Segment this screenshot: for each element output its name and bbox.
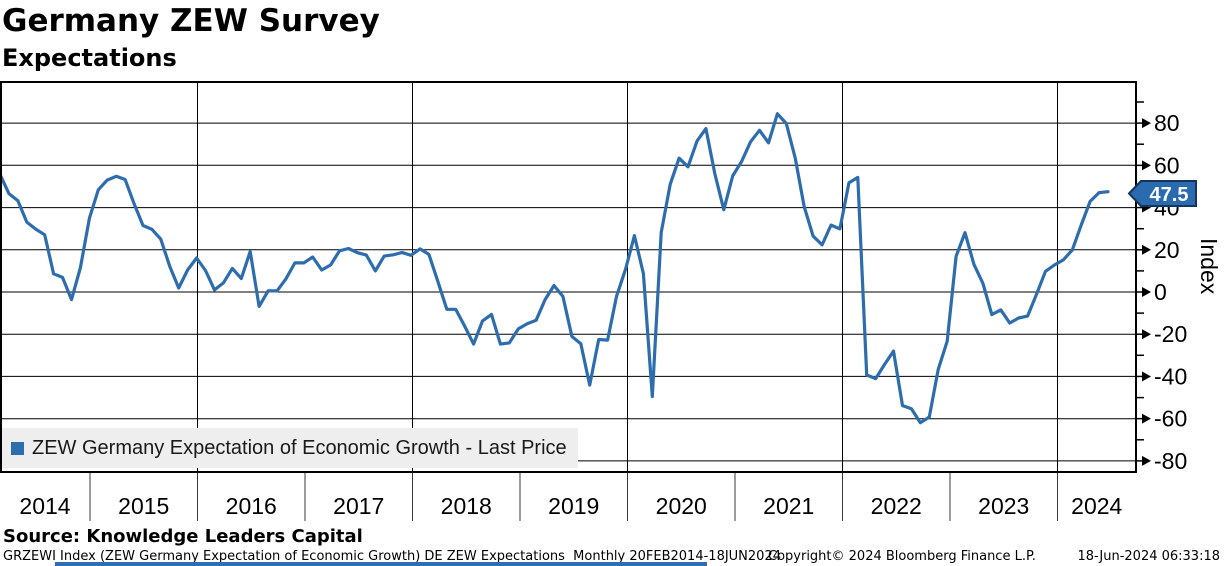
y-tick-label: -20 bbox=[1154, 321, 1187, 347]
x-year-label: 2023 bbox=[978, 493, 1029, 519]
page-title: Germany ZEW Survey bbox=[2, 3, 380, 39]
selection-highlight-bar bbox=[55, 562, 707, 566]
page-subtitle: Expectations bbox=[2, 44, 177, 72]
source-label: Source: Knowledge Leaders Capital bbox=[3, 526, 363, 547]
x-year-label: 2018 bbox=[441, 493, 492, 519]
x-year-label: 2015 bbox=[118, 493, 169, 519]
y-tick-label: 60 bbox=[1154, 152, 1180, 178]
y-tick-label: -80 bbox=[1154, 448, 1187, 474]
y-tick-arrow-icon bbox=[1142, 413, 1151, 424]
x-year-label: 2014 bbox=[19, 493, 70, 519]
y-tick-arrow-icon bbox=[1142, 287, 1151, 297]
x-year-label: 2021 bbox=[763, 493, 814, 519]
x-year-label: 2024 bbox=[1071, 493, 1122, 519]
zew-series-line bbox=[0, 112, 1110, 425]
x-year-label: 2020 bbox=[656, 493, 707, 519]
plot-border bbox=[0, 81, 1137, 473]
y-tick-arrow-icon bbox=[1142, 455, 1151, 466]
y-tick-arrow-icon bbox=[1142, 160, 1151, 171]
y-axis-title: Index bbox=[1196, 238, 1222, 295]
y-tick-label: 0 bbox=[1154, 279, 1167, 305]
copyright-label: Copyright© 2024 Bloomberg Finance L.P. bbox=[768, 549, 1036, 564]
y-tick-label: 20 bbox=[1154, 237, 1180, 263]
last-price-tag bbox=[1127, 180, 1197, 207]
timestamp-label: 18-Jun-2024 06:33:18 bbox=[1077, 549, 1220, 564]
last-price-value: 47.5 bbox=[1150, 184, 1189, 206]
x-year-label: 2016 bbox=[226, 493, 277, 519]
y-tick-label: -40 bbox=[1154, 363, 1187, 389]
y-tick-arrow-icon bbox=[1142, 244, 1151, 255]
legend-swatch-icon bbox=[11, 441, 24, 455]
y-tick-label: 80 bbox=[1154, 110, 1180, 136]
x-year-label: 2017 bbox=[333, 493, 384, 519]
y-tick-label: -60 bbox=[1154, 406, 1187, 432]
legend-entry[interactable]: ZEW Germany Expectation of Economic Grow… bbox=[2, 428, 578, 468]
x-year-label: 2022 bbox=[871, 493, 922, 519]
y-tick-arrow-icon bbox=[1142, 118, 1151, 129]
ticker-description: GRZEWI Index (ZEW Germany Expectation of… bbox=[3, 549, 781, 564]
x-year-label: 2019 bbox=[548, 493, 599, 519]
y-tick-arrow-icon bbox=[1142, 329, 1151, 340]
y-tick-arrow-icon bbox=[1142, 371, 1151, 382]
legend-label: ZEW Germany Expectation of Economic Grow… bbox=[32, 436, 567, 459]
